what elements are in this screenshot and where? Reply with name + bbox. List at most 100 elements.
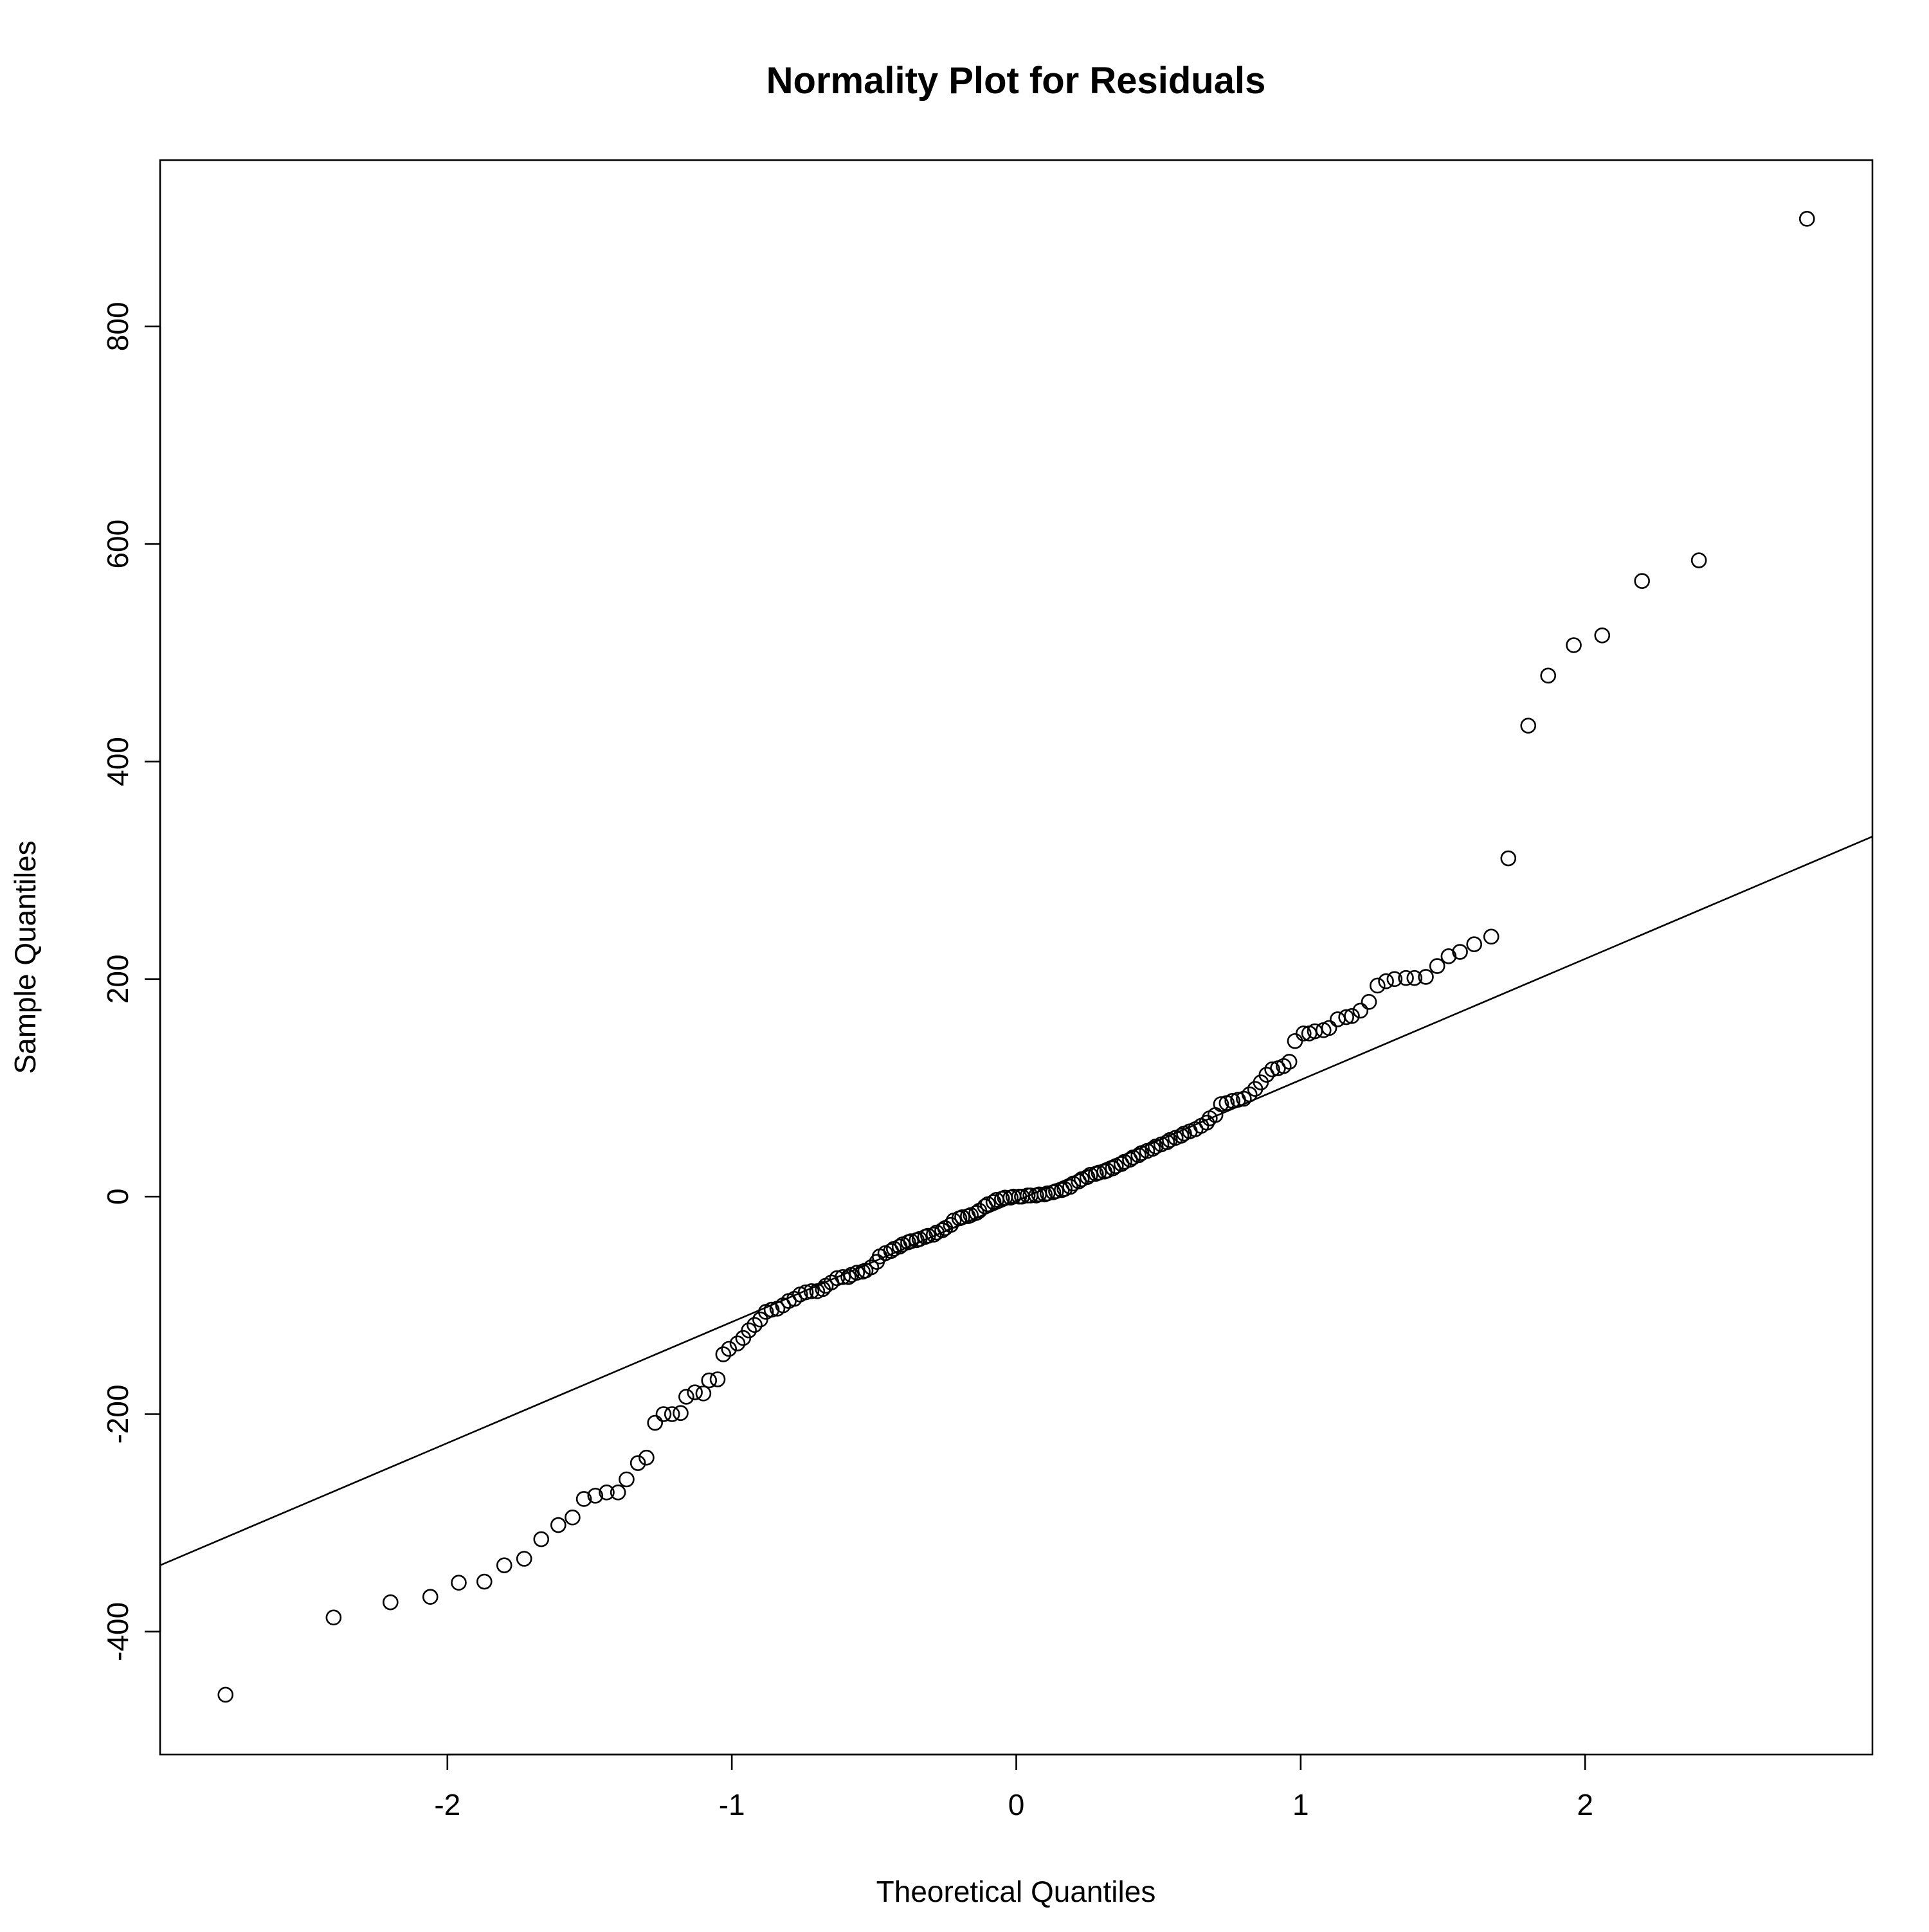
data-point: [217, 1686, 234, 1703]
data-point: [599, 1485, 615, 1501]
data-point: [1594, 627, 1611, 644]
data-point: [1452, 944, 1468, 960]
data-point: [1429, 958, 1445, 974]
data-point: [797, 1284, 814, 1301]
data-point: [638, 1449, 655, 1466]
data-point: [701, 1372, 718, 1389]
data-point: [1241, 1086, 1258, 1103]
data-point: [1091, 1164, 1107, 1181]
data-point: [863, 1259, 880, 1276]
data-point: [954, 1209, 970, 1225]
y-tick-label: -400: [101, 1602, 134, 1661]
data-point: [1690, 552, 1707, 568]
data-point: [673, 1405, 689, 1422]
data-point: [803, 1283, 820, 1299]
data-point: [1130, 1147, 1147, 1164]
x-tick-label: -2: [434, 1788, 460, 1821]
data-point: [1540, 667, 1557, 684]
data-point: [422, 1589, 439, 1605]
data-point: [1634, 573, 1650, 589]
data-point: [1361, 994, 1377, 1010]
data-point: [1224, 1093, 1240, 1109]
data-point: [763, 1301, 780, 1318]
x-tick-label: -1: [719, 1788, 745, 1821]
data-point: [664, 1406, 680, 1422]
data-point: [516, 1551, 532, 1567]
data-point: [1344, 1008, 1360, 1024]
x-axis-label: Theoretical Quantiles: [876, 1875, 1156, 1908]
data-point: [533, 1531, 550, 1548]
data-point: [550, 1517, 566, 1533]
data-point: [1287, 1033, 1303, 1049]
x-axis: -2 -1 0 1 2: [434, 1753, 1593, 1821]
data-point: [1520, 718, 1537, 734]
data-point: [1369, 977, 1386, 994]
x-tick-label: 1: [1292, 1788, 1309, 1821]
data-point: [575, 1491, 592, 1507]
data-point: [1418, 969, 1434, 985]
data-point: [934, 1222, 950, 1238]
data-point: [587, 1488, 604, 1504]
data-point: [325, 1609, 342, 1626]
data-point: [1386, 971, 1403, 988]
y-tick-label: 600: [101, 519, 134, 569]
data-point: [476, 1573, 493, 1590]
data-point: [629, 1455, 646, 1471]
y-axis-label: Sample Quantiles: [8, 840, 42, 1074]
y-axis: -400 -200 0 200 400 600 800: [101, 302, 161, 1661]
data-point: [1338, 1009, 1354, 1025]
data-point: [1173, 1128, 1190, 1144]
data-point: [383, 1594, 399, 1611]
data-point: [1048, 1183, 1064, 1200]
plot-frame: [159, 159, 1874, 1756]
data-point: [729, 1335, 746, 1351]
data-point: [695, 1386, 712, 1402]
data-point: [1062, 1178, 1078, 1195]
y-tick-label: -200: [101, 1384, 134, 1443]
data-point: [687, 1384, 703, 1400]
data-point: [565, 1509, 581, 1526]
y-tick-label: 200: [101, 954, 134, 1004]
x-tick-label: 2: [1577, 1788, 1593, 1821]
data-point: [1440, 948, 1457, 964]
points-layer: [217, 211, 1815, 1703]
data-point: [1483, 928, 1499, 945]
data-point: [1159, 1134, 1175, 1150]
data-point: [1398, 970, 1414, 986]
data-point: [840, 1269, 856, 1285]
data-point: [451, 1575, 467, 1591]
data-point: [747, 1317, 763, 1333]
x-tick-label: 0: [1008, 1788, 1025, 1821]
y-tick-label: 800: [101, 302, 134, 351]
data-point: [1321, 1020, 1337, 1036]
data-point: [619, 1471, 635, 1488]
y-tick-label: 400: [101, 737, 134, 786]
data-point: [985, 1194, 1002, 1210]
data-point: [1330, 1011, 1346, 1027]
data-point: [1295, 1025, 1312, 1042]
data-point: [920, 1227, 936, 1244]
data-point: [1466, 936, 1482, 952]
data-point: [1352, 1002, 1369, 1019]
data-point: [1798, 211, 1815, 227]
data-point: [721, 1341, 738, 1357]
data-point: [715, 1346, 732, 1362]
data-point: [1213, 1096, 1229, 1112]
chart-title: Normality Plot for Residuals: [766, 60, 1266, 102]
data-point: [1079, 1169, 1096, 1186]
data-point: [496, 1557, 512, 1573]
data-point: [849, 1265, 865, 1281]
data-point: [709, 1371, 726, 1387]
data-point: [1566, 637, 1582, 653]
data-point: [1378, 973, 1394, 989]
data-point: [903, 1233, 919, 1249]
data-point: [647, 1414, 664, 1431]
data-point: [678, 1389, 694, 1405]
data-point: [610, 1485, 626, 1501]
data-point: [741, 1322, 757, 1339]
data-point: [835, 1269, 851, 1285]
data-point: [1281, 1054, 1298, 1070]
data-point: [655, 1406, 672, 1422]
